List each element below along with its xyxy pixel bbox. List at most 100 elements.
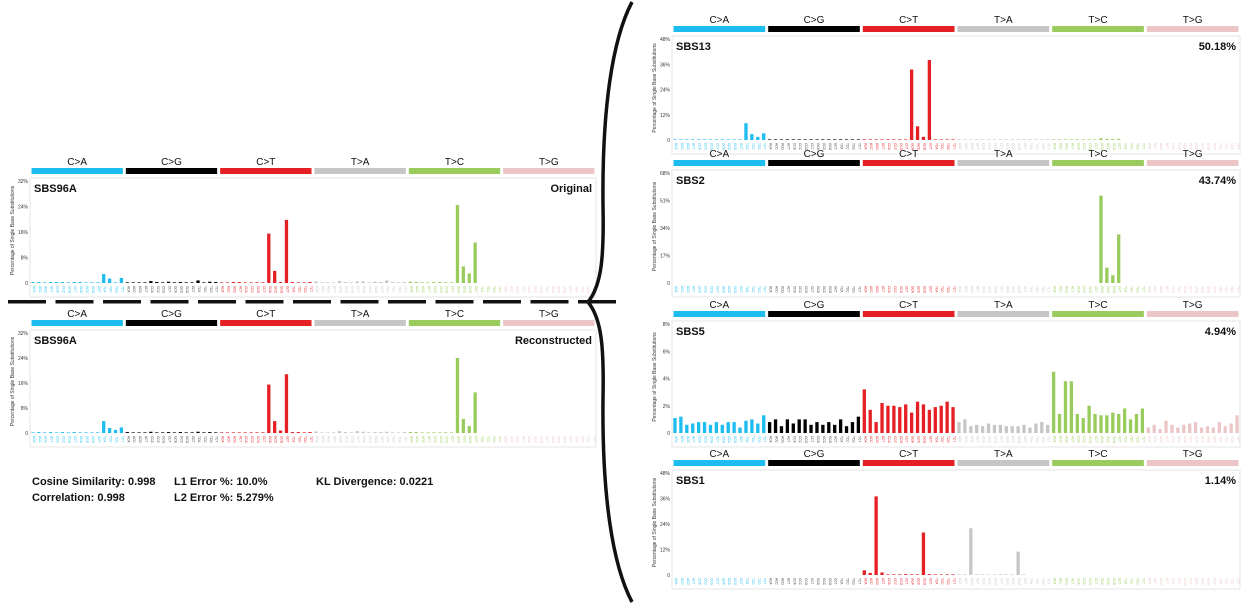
sbs13-context-label: ACC [680, 143, 684, 150]
original-bar-6 [66, 282, 70, 283]
sbs2-context-label: GCG [828, 286, 832, 294]
sbs1-context-label: TCG [1041, 578, 1045, 585]
reconstructed-category-bar [125, 320, 218, 326]
original-context-label: GCG [468, 286, 472, 294]
sbs5-ytick-label: 4% [663, 377, 671, 383]
original-bar-29 [202, 282, 206, 283]
reconstructed-bar-46 [302, 432, 306, 433]
sbs5-context-label: ACT [1070, 436, 1074, 442]
sbs5-bar-17 [773, 419, 778, 433]
sbs13-context-label: TCC [1035, 143, 1039, 150]
sbs5-bar-52 [980, 426, 985, 433]
original-context-label: TCG [303, 286, 307, 293]
sbs1-context-label: ACA [958, 578, 962, 585]
sbs13-bar-17 [773, 139, 778, 140]
reconstructed-bar-27 [190, 432, 194, 433]
sbs13-bar-23 [809, 139, 813, 140]
sbs13-bar-8 [720, 139, 724, 140]
reconstructed-context-label: ACA [409, 436, 413, 443]
sbs1-bar-34 [874, 496, 878, 575]
reconstructed-category-label: T>G [539, 309, 559, 320]
sbs2-context-label: TCA [1218, 286, 1222, 293]
original-context-label: ACA [504, 286, 508, 293]
sbs2-context-label: CCT [1189, 286, 1193, 293]
original-bar-36 [243, 282, 247, 283]
sbs1-ytick-label: 24% [660, 522, 671, 528]
reconstructed-bar-19 [143, 432, 147, 433]
sbs5-bar-80 [1146, 427, 1150, 433]
sbs5-bar-83 [1164, 420, 1168, 433]
reconstructed-context-label: CCT [73, 436, 77, 443]
original-bar-46 [302, 282, 306, 283]
original-context-label: ACC [227, 286, 231, 293]
reconstructed-bar-30 [208, 432, 212, 433]
reconstructed-context-label: CCA [433, 436, 437, 444]
sbs1-context-label: GCC [822, 578, 826, 586]
sbs1-context-label: GCG [1206, 578, 1210, 586]
original-context-label: TCA [197, 286, 201, 293]
sbs2-context-label: TCC [1130, 286, 1134, 293]
sbs13-bar-61 [1034, 139, 1038, 140]
reconstructed-bar-0 [31, 432, 35, 433]
sbs2-context-label: TCT [952, 286, 956, 292]
sbs5-bar-55 [998, 424, 1003, 433]
sbs5-ytick-label: 0 [667, 431, 670, 437]
sbs13-context-label: GCG [1206, 143, 1210, 151]
sbs2-context-label: GCC [917, 286, 921, 294]
sbs1-context-label: TCG [1135, 578, 1139, 585]
sbs13-context-label: CCC [988, 143, 992, 151]
reconstructed-category-label: C>A [67, 309, 87, 320]
original-context-label: ACT [238, 286, 242, 292]
original-context-label: TCA [480, 286, 484, 293]
sbs5-title: SBS5 [676, 326, 705, 338]
sbs5-category-label: C>T [899, 300, 918, 311]
sbs2-context-label: GCT [1118, 286, 1122, 293]
sbs2-context-label: CCT [905, 286, 909, 293]
sbs2-context-label: CCA [792, 286, 796, 294]
sbs2-context-label: TCT [1236, 286, 1240, 292]
original-context-label: CCT [73, 286, 77, 293]
sbs1-context-label: GCT [928, 578, 932, 585]
sbs5-context-label: TCG [1230, 436, 1234, 443]
sbs5-context-label: TCA [840, 436, 844, 443]
sbs2-bar-74 [1111, 275, 1115, 283]
sbs2-context-label: TCC [751, 286, 755, 293]
sbs13-context-label: TCA [840, 143, 844, 150]
sbs5-bar-36 [886, 405, 890, 433]
reconstructed-context-label: ACC [510, 436, 514, 443]
sbs13-bar-2 [685, 139, 689, 140]
sbs1-bar-41 [915, 574, 920, 575]
sbs1-ytick-label: 36% [660, 497, 671, 503]
sbs13-bar-11 [738, 139, 742, 140]
reconstructed-category-bar [503, 320, 595, 326]
reconstructed-bar-34 [231, 432, 236, 433]
original-title: SBS96A [34, 183, 77, 195]
original-context-label: GCA [173, 286, 177, 294]
original-bar-37 [249, 282, 253, 283]
original-bar-61 [390, 282, 395, 283]
sbs1-context-label: GCC [1201, 578, 1205, 586]
sbs1-context-label: TCC [1130, 578, 1134, 585]
sbs1-category-bar [768, 460, 860, 466]
original-context-label: GCA [362, 286, 366, 294]
sbs1-y-axis-title: Percentage of Single Base Substitutions [652, 477, 658, 567]
sbs2-context-label: ACT [692, 286, 696, 292]
sbs2-context-label: ACC [869, 286, 873, 293]
sbs1-context-label: GCT [1212, 578, 1216, 585]
sbs1-context-label: CCC [988, 578, 992, 586]
sbs13-bar-64 [1051, 139, 1056, 140]
sbs13-context-label: ACA [1053, 143, 1057, 150]
reconstructed-context-label: TCA [574, 436, 578, 443]
sbs5-context-label: CCG [709, 436, 713, 444]
reconstructed-bar-12 [102, 421, 106, 433]
reconstructed-context-label: GCA [173, 436, 177, 444]
sbs13-bar-29 [844, 139, 849, 140]
sbs2-context-label: TCG [1135, 286, 1139, 293]
sbs5-context-label: CCT [999, 436, 1003, 443]
sbs13-category-label: C>T [899, 15, 918, 26]
sbs5-context-label: CCT [1189, 436, 1193, 443]
sbs5-context-label: TCG [757, 436, 761, 443]
sbs1-context-label: GCT [1023, 578, 1027, 585]
sbs1-ytick-label: 0 [667, 573, 670, 579]
sbs1-context-label: TCC [940, 578, 944, 585]
